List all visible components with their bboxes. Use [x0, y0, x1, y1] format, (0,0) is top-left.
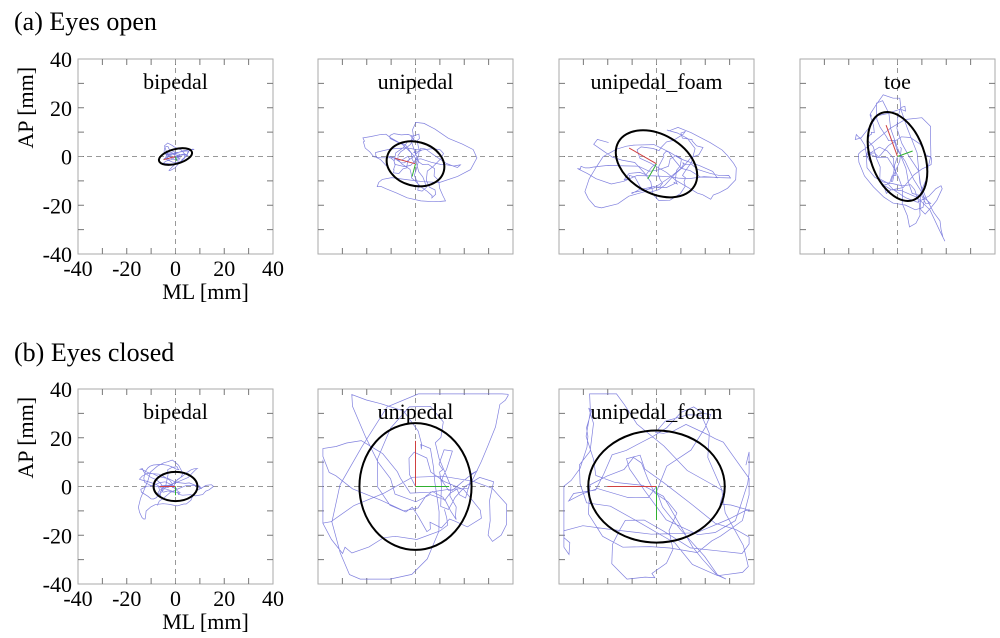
x-tick-label: 20: [213, 586, 235, 611]
x-tick-label: 0: [170, 256, 181, 281]
panel-bipedal-1: bipedal -40-40 -20 -20 0 0 20 20 40 40 ML [mm] AP […: [13, 377, 284, 634]
minor-axis-segment: [175, 156, 178, 161]
x-tick-label: -40: [63, 586, 92, 611]
y-tick-label: 0: [61, 475, 72, 500]
major-axis-segment: [395, 157, 416, 165]
y-tick-label: 40: [50, 377, 72, 402]
panel-unipedal-foam-1: unipedal_foam: [558, 388, 755, 585]
confidence-ellipse: [385, 140, 446, 188]
sway-trajectory: [162, 142, 195, 172]
panel-title: unipedal: [378, 399, 454, 424]
y-tick-label: -40: [43, 572, 72, 597]
major-axis-segment: [885, 124, 898, 157]
x-tick-label: -20: [112, 586, 141, 611]
y-tick-label: -20: [43, 193, 72, 218]
section-title-eyes-open: (a) Eyes open: [14, 7, 157, 36]
sway-trajectory: [854, 94, 946, 242]
x-tick-label: 20: [213, 256, 235, 281]
minor-axis-segment: [647, 163, 657, 180]
panel-bipedal-0: bipedal -40-40 -20 -20 0 0 20 20 40 40 ML [mm] AP […: [13, 47, 284, 304]
y-tick-label: 40: [50, 47, 72, 72]
y-axis-label: AP [mm]: [13, 67, 38, 149]
x-axis-label: ML [mm]: [162, 279, 249, 304]
x-axis-label: ML [mm]: [162, 609, 249, 634]
sway-trajectory: [577, 127, 737, 209]
sway-trajectory: [362, 122, 478, 203]
y-axis-label: AP [mm]: [13, 397, 38, 479]
confidence-ellipse: [152, 470, 199, 503]
panel-unipedal-1: unipedal: [317, 388, 514, 585]
confidence-ellipse: [614, 129, 699, 199]
sway-trajectory: [138, 459, 214, 520]
panel-toe-0: toe: [799, 58, 996, 255]
confidence-ellipse: [157, 147, 194, 166]
panel-title: toe: [884, 69, 911, 94]
panel-unipedal-foam-0: unipedal_foam: [558, 58, 755, 255]
sway-trajectory: [563, 393, 750, 580]
minor-axis-segment: [897, 150, 913, 157]
major-axis-segment: [628, 147, 657, 165]
y-tick-label: 0: [61, 145, 72, 170]
x-tick-label: 40: [262, 256, 284, 281]
x-tick-label: -20: [112, 256, 141, 281]
y-tick-label: 20: [50, 426, 72, 451]
panel-unipedal-0: unipedal: [317, 58, 514, 255]
confidence-ellipse: [587, 429, 726, 544]
sway-trajectory: [322, 393, 509, 580]
x-tick-label: -40: [63, 256, 92, 281]
panel-title: unipedal_foam: [591, 399, 723, 424]
major-axis-segment: [163, 156, 176, 161]
y-tick-label: -20: [43, 523, 72, 548]
minor-axis-segment: [411, 163, 416, 177]
confidence-ellipse: [866, 111, 929, 202]
y-tick-label: 20: [50, 96, 72, 121]
confidence-ellipse: [358, 422, 473, 551]
y-tick-label: -40: [43, 242, 72, 267]
x-tick-label: 0: [170, 586, 181, 611]
section-title-eyes-closed: (b) Eyes closed: [14, 338, 174, 367]
x-tick-label: 40: [262, 586, 284, 611]
panel-title: unipedal_foam: [591, 69, 723, 94]
panel-title: bipedal: [143, 399, 208, 424]
panel-title: bipedal: [143, 69, 208, 94]
panel-title: unipedal: [378, 69, 454, 94]
